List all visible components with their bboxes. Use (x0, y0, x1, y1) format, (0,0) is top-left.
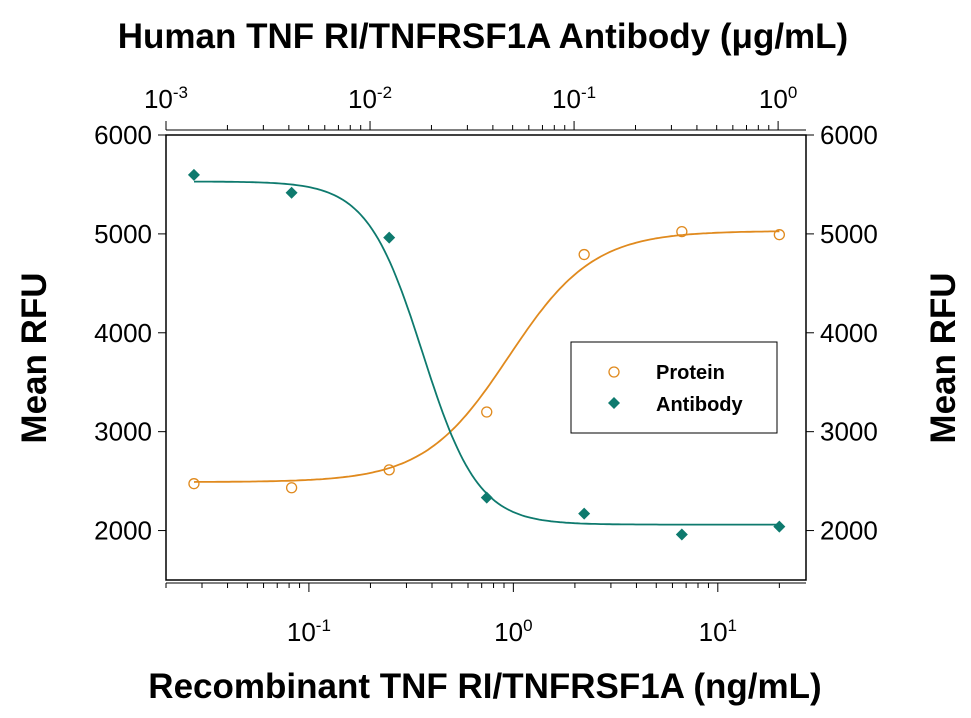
data-point-antibody (383, 231, 396, 244)
data-point-antibody (675, 528, 688, 541)
data-point-protein (285, 482, 298, 494)
data-point-protein (676, 225, 688, 238)
data-point-antibody (773, 520, 786, 533)
plot-frame (165, 134, 807, 581)
data-point-antibody (187, 168, 200, 181)
y-tick-label-right: 3000 (820, 417, 878, 447)
data-point-protein (578, 248, 590, 261)
data-point-protein (481, 406, 493, 418)
legend-label-protein: Protein (656, 362, 725, 384)
y-axis-label-right: Mean RFU (924, 272, 963, 443)
data-point-protein (188, 478, 200, 490)
y-tick-label-right: 6000 (820, 120, 878, 150)
x-bottom-tick-label: 101 (699, 616, 737, 647)
x-top-tick-label: 10-1 (552, 83, 596, 114)
y-tick-label-right: 2000 (820, 516, 878, 546)
x-top-tick-label: 10-2 (348, 83, 392, 114)
y-tick-label-left: 3000 (94, 417, 152, 447)
data-point-protein (773, 229, 786, 241)
fit-curve-protein (193, 230, 780, 483)
data-point-antibody (578, 507, 591, 520)
y-tick-label-left: 4000 (94, 318, 152, 348)
x-axis-label: Recombinant TNF RI/TNFRSF1A (ng/mL) (148, 667, 821, 706)
legend-label-antibody: Antibody (656, 394, 744, 416)
x-bottom-tick-label: 100 (494, 616, 532, 647)
y-axis-label-left: Mean RFU (15, 272, 54, 443)
x-top-tick-label: 100 (759, 83, 797, 114)
data-point-antibody (285, 186, 298, 199)
chart-title: Human TNF RI/TNFRSF1A Antibody (μg/mL) (118, 17, 848, 56)
y-tick-label-left: 5000 (94, 219, 152, 249)
data-point-protein (383, 464, 395, 476)
legend-marker-protein (608, 366, 620, 378)
y-tick-label-left: 2000 (94, 516, 152, 546)
legend-box (570, 341, 778, 434)
legend-marker-antibody (608, 397, 620, 409)
y-tick-label-right: 4000 (820, 318, 878, 348)
data-point-antibody (480, 491, 493, 504)
y-tick-label-left: 6000 (94, 120, 152, 150)
y-tick-label-right: 5000 (820, 219, 878, 249)
legend: Protein Antibody (570, 341, 778, 434)
x-top-tick-label: 10-3 (144, 83, 188, 114)
x-bottom-tick-label: 10-1 (287, 616, 331, 647)
